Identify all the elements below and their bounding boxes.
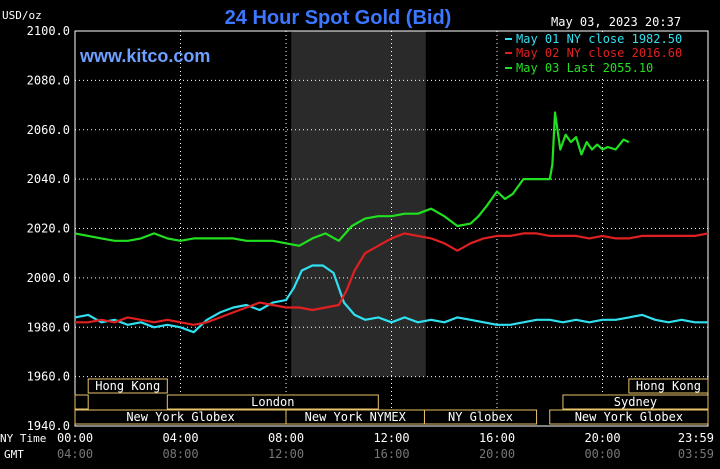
session-label: Hong Kong	[95, 379, 160, 393]
session-label: London	[251, 395, 294, 409]
x-tick-label-ny: 12:00	[373, 431, 409, 445]
session-label: NY Globex	[448, 410, 513, 424]
y-tick-label: 1960.0	[27, 370, 70, 384]
x-tick-label-ny: 16:00	[479, 431, 515, 445]
nymex-shaded-region	[291, 31, 426, 377]
session-label: Sydney	[614, 395, 657, 409]
session-box	[423, 409, 538, 425]
legend-item-may02: May 02 NY close 2016.60	[516, 46, 682, 60]
kitco-watermark: www.kitco.com	[79, 46, 210, 66]
chart-series	[74, 111, 709, 334]
y-axis-ticks: 1940.0 1960.0 1980.0 2000.0 2020.0 2040.0 2060…	[27, 24, 70, 433]
x-tick-label-ny: 04:00	[162, 431, 198, 445]
series-line-1	[75, 232, 709, 326]
session-box	[166, 394, 379, 410]
chart-title: 24 Hour Spot Gold (Bid)	[225, 7, 452, 29]
x-tick-label-gmt: 12:00	[268, 447, 304, 461]
x-tick-label-ny: 08:00	[268, 431, 304, 445]
x-tick-label-gmt: 04:00	[57, 447, 93, 461]
y-tick-label: 1980.0	[27, 320, 70, 334]
series-line-2	[74, 111, 630, 247]
session-label: Hong Kong	[636, 379, 701, 393]
x-tick-label-gmt: 03:59	[678, 447, 714, 461]
gmt-label: GMT	[4, 448, 24, 461]
x-tick-label-gmt: 16:00	[373, 447, 409, 461]
session-box	[87, 378, 168, 394]
session-label: New York Globex	[575, 410, 683, 424]
x-tick-label-ny: 20:00	[584, 431, 620, 445]
x-tick-label-ny: 23:59	[678, 431, 714, 445]
legend-item-may03: May 03 Last 2055.10	[516, 61, 653, 75]
chart-grid	[74, 30, 709, 427]
y-tick-label: 2000.0	[27, 271, 70, 285]
x-tick-label-gmt: 08:00	[162, 447, 198, 461]
y-tick-label: 2100.0	[27, 24, 70, 38]
x-tick-label-gmt: 20:00	[479, 447, 515, 461]
x-axis-ticks: 00:00 04:00 04:00 08:00 08:00 12:00 12:00 16:00…	[57, 431, 714, 461]
x-tick-label-gmt: 00:00	[584, 447, 620, 461]
legend-background	[498, 32, 706, 77]
session-label: New York Globex	[126, 410, 234, 424]
session-box	[549, 409, 709, 425]
y-tick-label: 1940.0	[27, 419, 70, 433]
legend-item-may01: May 01 NY close 1982.50	[516, 32, 682, 46]
session-box	[628, 378, 709, 394]
y-tick-label: 2060.0	[27, 123, 70, 137]
session-box	[562, 394, 709, 410]
x-tick-label-ny: 00:00	[57, 431, 93, 445]
timestamp: May 03, 2023 20:37	[551, 15, 681, 29]
legend: May 01 NY close 1982.50 May 02 NY close …	[498, 32, 706, 77]
y-tick-label: 2080.0	[27, 73, 70, 87]
units-label: USD/oz	[2, 9, 42, 22]
y-tick-label: 2020.0	[27, 222, 70, 236]
series-line-0	[74, 264, 708, 334]
session-box	[74, 394, 89, 410]
ny-time-label: NY Time	[0, 432, 46, 445]
session-label: New York NYMEX	[305, 410, 407, 424]
y-tick-label: 2040.0	[27, 172, 70, 186]
